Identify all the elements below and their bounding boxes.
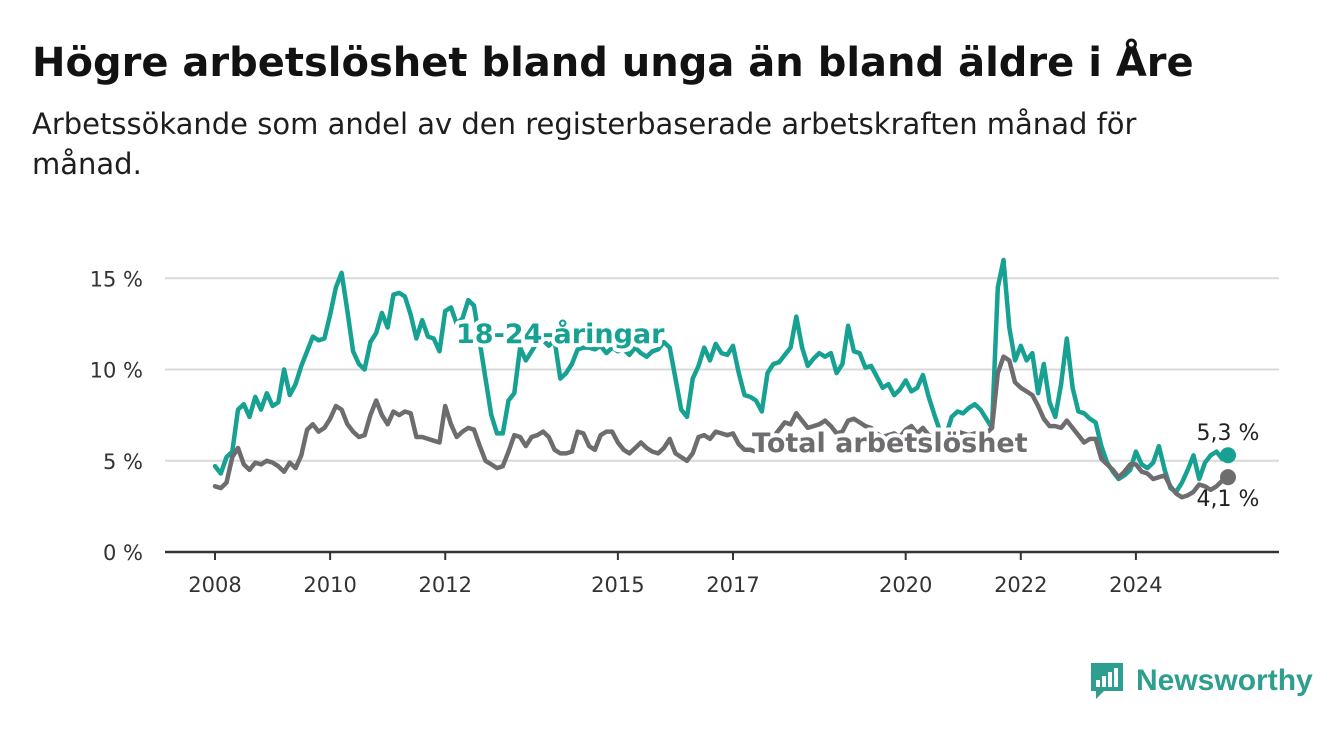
- series-label-total: Total arbetslöshet: [752, 428, 1028, 459]
- y-tick-label: 0 %: [103, 541, 143, 565]
- x-tick-label: 2010: [303, 573, 356, 597]
- y-tick-label: 15 %: [90, 267, 143, 291]
- x-tick-label: 2017: [706, 573, 759, 597]
- series-lines: [212, 257, 1236, 500]
- y-tick-label: 10 %: [90, 359, 143, 383]
- x-tick-label: 2024: [1109, 573, 1162, 597]
- series-line-total: [212, 354, 1231, 500]
- end-point-youth: [1220, 447, 1236, 464]
- chart-subtitle: Arbetssökande som andel av den registerb…: [32, 107, 1137, 181]
- series-line-youth: [212, 257, 1231, 495]
- axes: 0 % 5 % 10 % 15 % 2008 2010 2012 2015 2017 2020 20…: [90, 267, 1279, 597]
- x-tick-label: 2020: [879, 573, 932, 597]
- x-tick-label: 2008: [188, 573, 241, 597]
- newsworthy-logo: Newsworthy: [1088, 660, 1313, 702]
- x-tick-label: 2012: [419, 573, 472, 597]
- end-value-total: 4,1 %: [1197, 487, 1260, 512]
- x-tick-label: 2022: [994, 573, 1047, 597]
- bar-chart-speech-bubble-icon: [1091, 663, 1123, 699]
- y-tick-label: 5 %: [103, 450, 143, 474]
- brand-name: Newsworthy: [1136, 664, 1313, 697]
- chart-title: Högre arbetslöshet bland unga än bland ä…: [32, 40, 1194, 86]
- x-tick-label: 2015: [591, 573, 644, 597]
- end-value-youth: 5,3 %: [1197, 421, 1260, 446]
- grid-lines: [165, 277, 1279, 462]
- series-labels: 18-24-åringar Total arbetslöshet 5,3 % 4,1 …: [452, 314, 1260, 512]
- end-point-total: [1220, 469, 1236, 486]
- series-label-youth: 18-24-åringar: [456, 318, 665, 350]
